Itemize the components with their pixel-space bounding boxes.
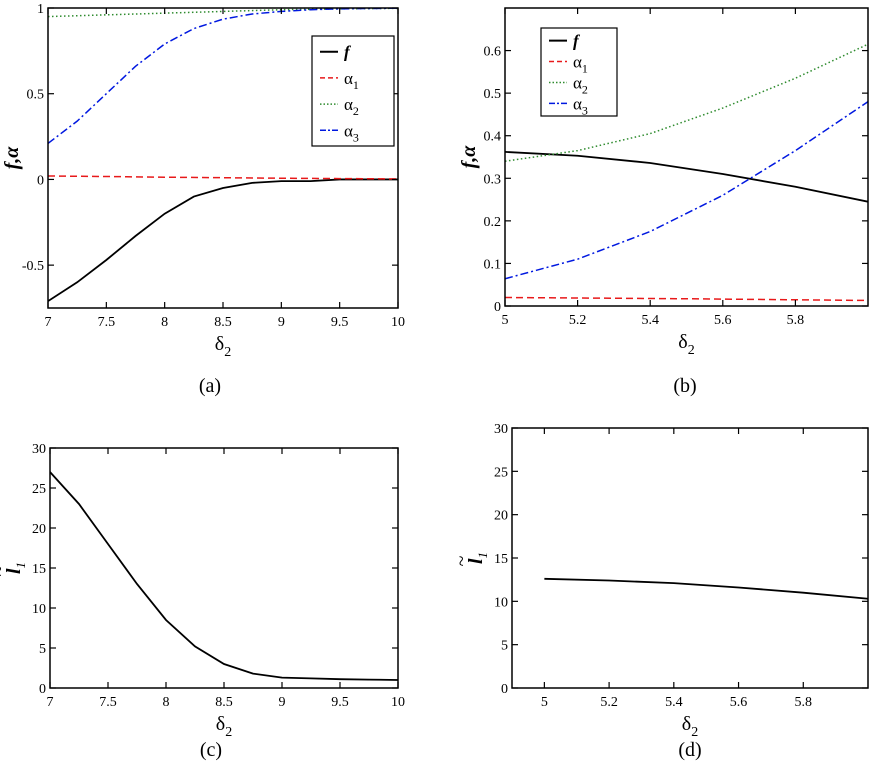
y-tick-label-d-0: 0 — [501, 682, 508, 697]
x-tick-label-a-4: 9 — [278, 315, 285, 330]
y-tick-label-b-0: 0 — [494, 300, 501, 315]
x-tick-label-c-6: 10 — [391, 695, 405, 710]
y-tick-label-b-6: 0.6 — [484, 45, 502, 60]
y-tick-label-c-0: 0 — [39, 682, 46, 697]
panel-caption-a: (a) — [199, 375, 221, 397]
x-tick-label-c-5: 9.5 — [331, 695, 349, 710]
legend-label-a-2: α2 — [344, 95, 359, 118]
series-line-b-1 — [505, 296, 868, 302]
series-line-d-0 — [544, 577, 868, 600]
x-tick-label-b-4: 5.8 — [787, 313, 805, 328]
x-tick-label-c-2: 8 — [163, 695, 170, 710]
x-tick-label-c-4: 9 — [279, 695, 286, 710]
legend-box-b — [540, 27, 618, 117]
legend-label-b-2: α2 — [573, 73, 588, 96]
panel-caption-d: (d) — [678, 739, 701, 761]
x-tick-label-a-6: 10 — [391, 315, 405, 330]
x-axis-label-a: δ2 — [215, 333, 231, 360]
y-axis-accent-c: ~ — [0, 565, 11, 576]
y-tick-label-c-1: 5 — [39, 642, 46, 657]
svg-text:l1: l1 — [3, 562, 28, 574]
y-tick-label-c-3: 15 — [32, 562, 46, 577]
y-tick-label-b-4: 0.4 — [484, 130, 502, 145]
y-tick-label-d-6: 30 — [494, 422, 508, 437]
y-axis-label-c: l1~ — [0, 562, 28, 576]
y-tick-label-c-2: 10 — [32, 602, 46, 617]
x-tick-label-a-5: 9.5 — [331, 315, 349, 330]
x-tick-label-d-4: 5.8 — [795, 695, 813, 710]
x-tick-label-a-2: 8 — [161, 315, 168, 330]
x-axis-label-d: δ2 — [682, 713, 698, 740]
panel-d: 5 5.2 5.4 5.6 5.8 0 5 10 15 20 25 30 δ2 l1~ (d) — [451, 422, 869, 761]
plot-frame-c — [49, 447, 399, 689]
y-tick-label-a-2: 0.5 — [27, 88, 45, 103]
series-line-c-0 — [50, 471, 398, 681]
legend-label-a-3: α3 — [344, 121, 359, 144]
series-line-b-0 — [505, 150, 868, 203]
x-tick-label-d-2: 5.4 — [665, 695, 683, 710]
legend-label-a-1: α1 — [344, 69, 359, 92]
series-line-b-3 — [505, 101, 868, 280]
series-line-b-2 — [505, 43, 868, 163]
x-tick-label-b-3: 5.6 — [714, 313, 732, 328]
series-line-a-3 — [48, 8, 398, 145]
legend-label-b-1: α1 — [573, 53, 588, 76]
x-tick-label-c-1: 7.5 — [99, 695, 117, 710]
y-tick-label-a-3: 1 — [37, 2, 44, 17]
y-axis-label-b: f,α — [458, 145, 480, 169]
y-axis-label-a: f,α — [1, 146, 23, 170]
x-tick-label-a-3: 8.5 — [214, 315, 232, 330]
panel-caption-c: (c) — [200, 739, 222, 761]
x-tick-label-c-3: 8.5 — [215, 695, 233, 710]
y-tick-label-d-2: 10 — [494, 595, 508, 610]
plot-frame-d — [511, 427, 869, 689]
y-tick-label-d-4: 20 — [494, 509, 508, 524]
x-tick-label-d-1: 5.2 — [600, 695, 618, 710]
x-tick-label-b-1: 5.2 — [569, 313, 587, 328]
y-axis-label-d: l1~ — [451, 552, 490, 566]
series-line-a-0 — [48, 178, 398, 302]
y-tick-label-b-1: 0.1 — [484, 257, 502, 272]
svg-text:f,α: f,α — [1, 146, 23, 170]
y-tick-label-d-3: 15 — [494, 552, 508, 567]
x-tick-label-c-0: 7 — [47, 695, 54, 710]
legend-label-a-0: f — [344, 43, 352, 62]
y-tick-label-c-6: 30 — [32, 442, 46, 457]
series-line-a-1 — [48, 175, 398, 180]
legend-label-b-0: f — [573, 32, 581, 51]
legend-label-b-3: α3 — [573, 94, 588, 117]
panel-caption-b: (b) — [673, 375, 696, 397]
panel-c: 7 7.5 8 8.5 9 9.5 10 0 5 10 15 20 25 30 δ2 l1~ (c) — [0, 442, 405, 761]
svg-text:l1: l1 — [465, 552, 490, 564]
y-tick-label-b-5: 0.5 — [484, 87, 502, 102]
y-tick-label-b-2: 0.2 — [484, 215, 502, 230]
svg-text:f,α: f,α — [458, 145, 480, 169]
x-tick-label-d-0: 5 — [541, 695, 548, 710]
legend-a: f α1 α2 α3 — [311, 35, 395, 147]
plot-frame-b — [504, 7, 869, 307]
y-tick-label-d-5: 25 — [494, 465, 508, 480]
x-tick-label-a-0: 7 — [45, 315, 52, 330]
x-tick-label-b-0: 5 — [502, 313, 509, 328]
y-tick-label-c-5: 25 — [32, 482, 46, 497]
y-tick-label-c-4: 20 — [32, 522, 46, 537]
panel-b: 5 5.2 5.4 5.6 5.8 0 0.1 0.2 0.3 0.4 0.5 0.6 δ2 f,α f α1… — [458, 7, 869, 397]
y-tick-label-b-3: 0.3 — [484, 172, 502, 187]
y-tick-label-a-0: -0.5 — [22, 259, 44, 274]
x-tick-label-d-3: 5.6 — [730, 695, 748, 710]
x-axis-label-c: δ2 — [216, 713, 232, 740]
panel-a: 7 7.5 8 8.5 9 9.5 10 -0.5 0 0.5 1 δ2 f,α f α1 α2 α3 (a) — [1, 2, 405, 397]
y-axis-accent-d: ~ — [451, 555, 473, 566]
x-tick-label-a-1: 7.5 — [98, 315, 116, 330]
x-tick-label-b-2: 5.4 — [641, 313, 659, 328]
legend-box-a — [311, 35, 395, 147]
x-axis-label-b: δ2 — [678, 331, 694, 358]
y-tick-label-a-1: 0 — [37, 173, 44, 188]
y-tick-label-d-1: 5 — [501, 639, 508, 654]
